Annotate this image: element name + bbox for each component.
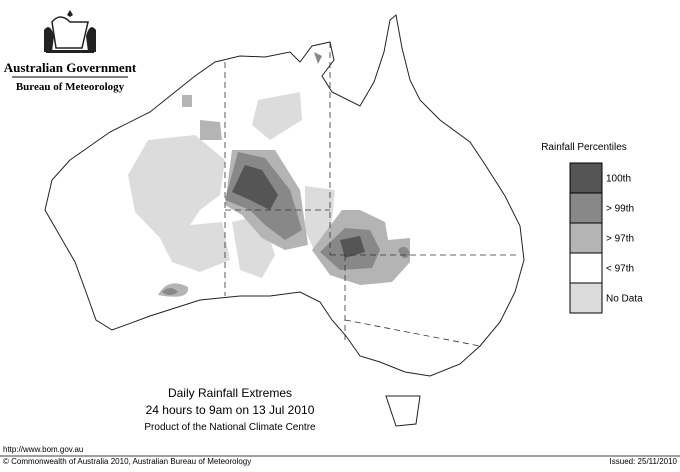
legend-swatch [569,282,603,314]
100th-areas [232,165,365,258]
footer-url: http://www.bom.gov.au [3,445,83,454]
government-name: Australian Government [4,60,137,75]
caption-period: 24 hours to 9am on 13 Jul 2010 [146,403,315,417]
legend-label: 100th [606,174,631,185]
caption-product: Product of the National Climate Centre [144,422,316,433]
legend-label: No Data [606,294,643,305]
tasmania [385,395,421,427]
coat-of-arms [44,10,96,53]
footer-copyright: © Commonwealth of Australia 2010, Austra… [3,457,251,466]
legend-swatch [569,162,603,194]
bureau-name: Bureau of Meteorology [16,81,125,93]
state-borders [224,42,520,347]
legend: Rainfall Percentiles 100th > 99th > 97th < … [541,142,643,314]
legend-label: > 99th [606,204,634,215]
footer-issued: Issued: 25/11/2010 [610,457,678,466]
map [44,14,525,427]
caption-title: Daily Rainfall Extremes [168,386,292,400]
legend-title: Rainfall Percentiles [541,142,627,153]
legend-label: < 97th [606,264,634,275]
legend-swatch [569,252,603,284]
legend-swatch [569,192,603,224]
legend-label: > 97th [606,234,634,245]
legend-swatch [569,222,603,254]
